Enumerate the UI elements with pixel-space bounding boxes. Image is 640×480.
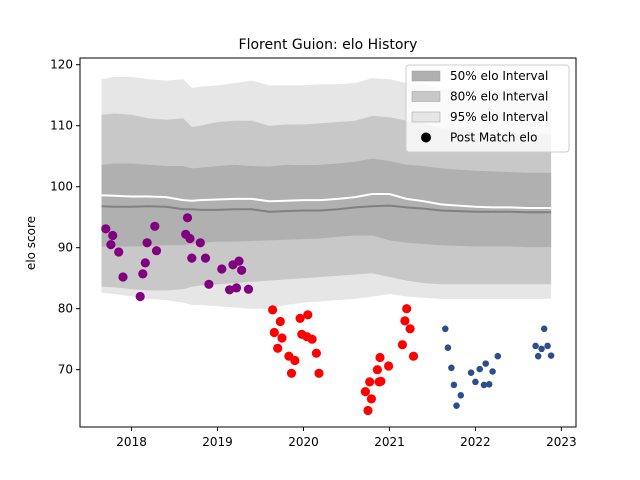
legend-swatch-band95 xyxy=(411,111,441,123)
mean-line xyxy=(101,193,552,209)
match-point xyxy=(374,377,384,387)
x-tick-label: 2022 xyxy=(460,435,491,449)
legend-swatch-band80 xyxy=(411,91,441,102)
match-point xyxy=(372,365,382,375)
match-point xyxy=(540,325,548,333)
y-tick-label: 100 xyxy=(50,180,73,194)
legend-label-points: Post Match elo xyxy=(450,131,537,145)
match-point xyxy=(400,316,410,326)
match-point xyxy=(366,394,376,404)
match-point xyxy=(277,333,287,343)
match-point xyxy=(314,368,324,378)
match-point xyxy=(476,365,483,373)
match-point xyxy=(108,230,118,241)
legend-box xyxy=(405,64,570,153)
legend: 50% elo Interval 80% elo Interval 95% elo … xyxy=(405,64,570,153)
match-point xyxy=(138,269,148,279)
match-point xyxy=(311,348,321,358)
match-point xyxy=(453,402,460,409)
match-point xyxy=(538,345,545,353)
legend-marker-points xyxy=(421,132,431,143)
match-point xyxy=(480,381,488,389)
match-point xyxy=(106,240,116,250)
x-tick-label: 2018 xyxy=(116,435,147,449)
match-point xyxy=(200,253,211,263)
y-tick-label: 70 xyxy=(58,363,73,377)
x-tick-label: 2019 xyxy=(202,435,233,449)
match-point xyxy=(457,392,465,399)
match-point xyxy=(365,377,375,387)
match-point xyxy=(544,342,551,350)
match-point xyxy=(532,342,539,350)
match-point xyxy=(237,265,247,275)
match-point xyxy=(494,352,502,360)
median-line xyxy=(101,204,552,214)
legend-swatch-band50 xyxy=(411,70,441,82)
match-point xyxy=(547,352,555,359)
match-point xyxy=(243,284,254,294)
match-point xyxy=(384,361,394,371)
match-point xyxy=(225,285,235,295)
match-point xyxy=(101,224,111,234)
match-point xyxy=(472,378,479,386)
match-point xyxy=(442,325,449,333)
match-point xyxy=(363,405,373,416)
legend-label-band95: 95% elo Interval xyxy=(450,110,548,124)
match-point xyxy=(140,258,150,268)
match-point xyxy=(195,238,205,248)
match-point xyxy=(534,352,542,360)
match-point xyxy=(268,305,278,315)
y-axis-label: elo score xyxy=(24,216,38,270)
match-point xyxy=(482,360,489,367)
match-point xyxy=(150,221,160,231)
legend-label-band80: 80% elo Interval xyxy=(450,90,548,104)
y-tick-label: 90 xyxy=(58,241,73,255)
match-point xyxy=(402,304,412,314)
match-point xyxy=(375,352,385,363)
match-point xyxy=(360,387,370,397)
band-50-interval xyxy=(101,158,552,248)
match-point xyxy=(444,344,452,351)
y-tick-label: 120 xyxy=(50,58,73,72)
match-point xyxy=(275,316,285,327)
match-point xyxy=(295,313,305,323)
match-point xyxy=(118,272,128,282)
match-point xyxy=(234,256,244,266)
match-point xyxy=(217,264,227,274)
match-point xyxy=(273,343,283,353)
match-point xyxy=(408,351,419,361)
match-point xyxy=(489,368,496,375)
x-tick-label: 2021 xyxy=(374,435,405,449)
match-point xyxy=(307,334,317,344)
x-tick-label: 2023 xyxy=(546,435,577,449)
chart-title: Florent Guion: elo History xyxy=(239,37,418,53)
match-point xyxy=(142,238,152,248)
match-point xyxy=(187,253,197,263)
y-tick-label: 80 xyxy=(58,302,73,316)
match-point xyxy=(151,246,162,256)
match-point xyxy=(405,324,415,334)
match-point xyxy=(269,327,279,338)
axes-frame xyxy=(79,57,577,428)
match-point xyxy=(135,291,145,302)
match-point xyxy=(182,213,193,223)
match-point xyxy=(185,233,195,244)
x-tick-label: 2020 xyxy=(288,435,319,449)
match-point xyxy=(204,279,214,289)
match-point xyxy=(231,283,242,293)
match-point xyxy=(448,364,455,372)
match-point xyxy=(450,381,458,389)
match-point xyxy=(114,247,124,257)
y-tick-label: 110 xyxy=(50,119,73,133)
match-point xyxy=(397,340,407,350)
match-point xyxy=(290,355,300,366)
legend-label-band50: 50% elo Interval xyxy=(450,69,548,83)
match-point xyxy=(467,369,475,376)
axes: 2018 2019 2020 2021 2022 2023 70 80 90 100 110 120 xyxy=(50,57,577,449)
match-point xyxy=(485,381,493,388)
match-point xyxy=(286,368,297,378)
match-point xyxy=(303,310,313,320)
